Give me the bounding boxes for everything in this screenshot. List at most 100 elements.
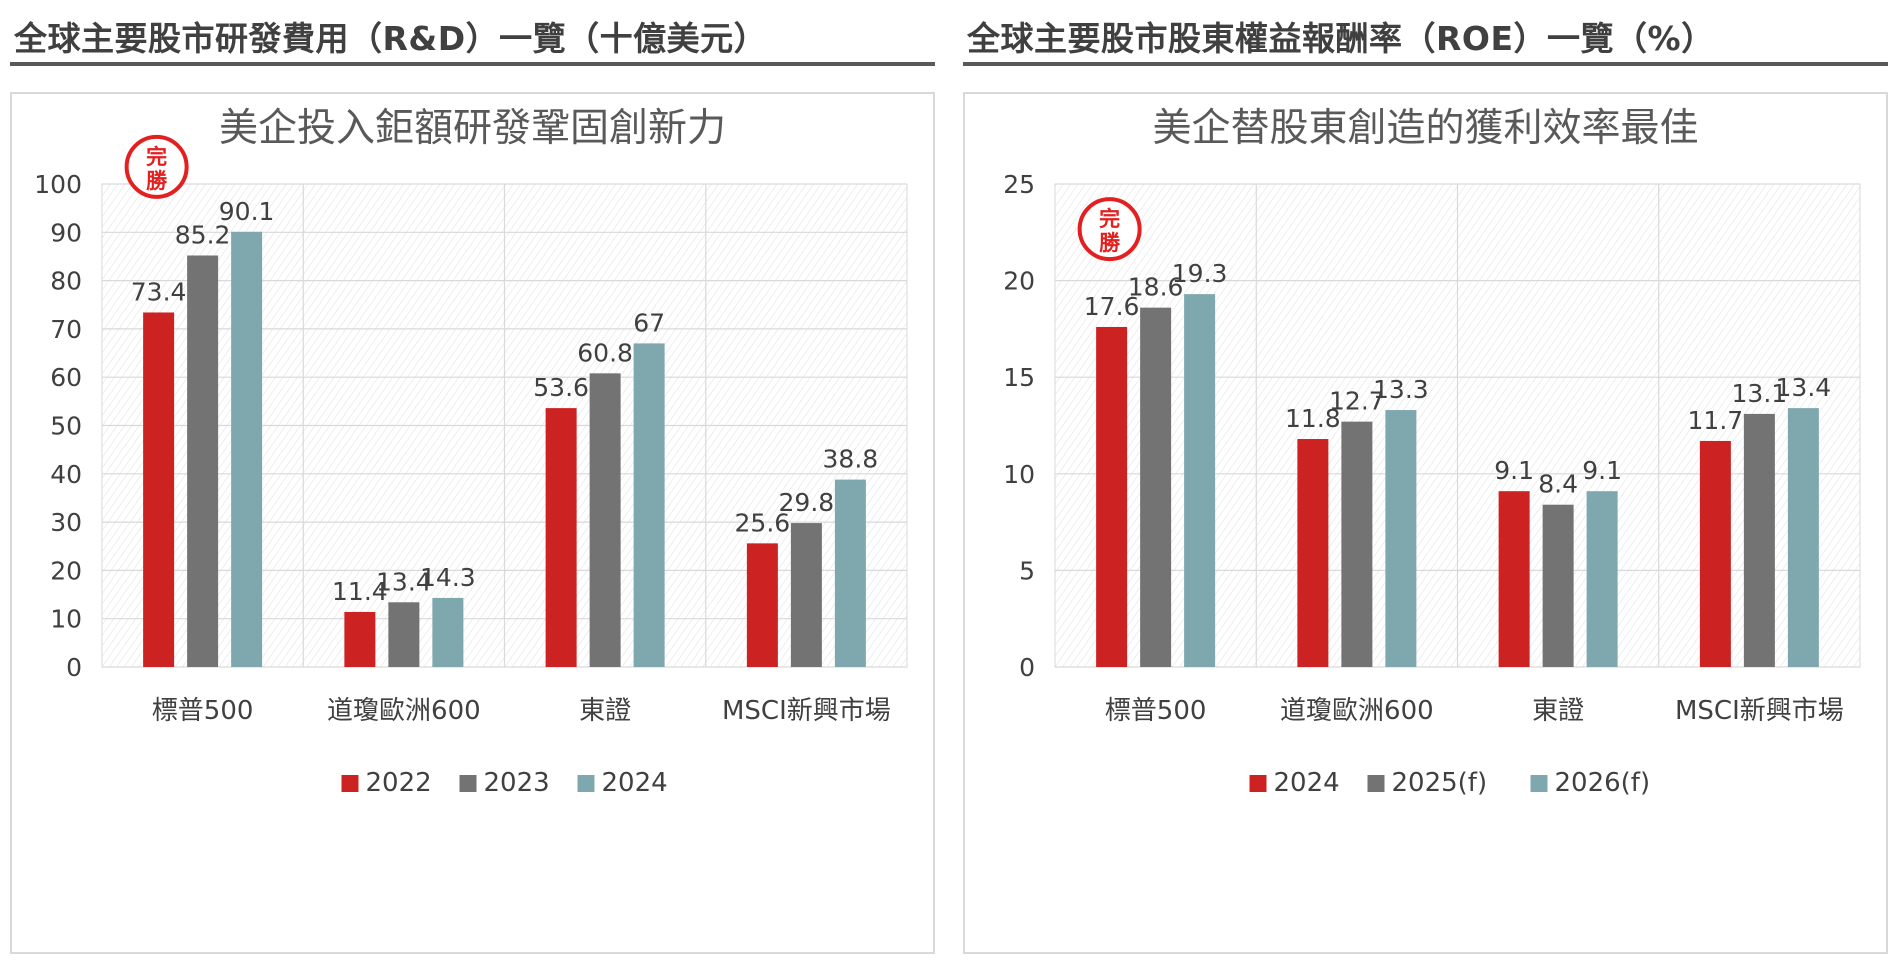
data-label: 18.6 xyxy=(1128,273,1184,302)
right-chart-card: 美企替股東創造的獲利效率最佳 0 5 10 15 20 25 17.6 18.6 19.3 標普50… xyxy=(963,92,1888,954)
data-label: 19.3 xyxy=(1172,259,1228,288)
stamp-seal: 完勝 xyxy=(1077,197,1142,262)
chart-title: 美企投入鉅額研發鞏固創新力 xyxy=(219,106,726,151)
data-label: 8.4 xyxy=(1538,470,1578,499)
bar xyxy=(1297,439,1329,667)
bar xyxy=(1787,408,1819,667)
data-label: 29.8 xyxy=(779,488,835,517)
stamp-char: 完 xyxy=(1099,207,1120,231)
stamp-char: 勝 xyxy=(146,169,168,193)
legend-label: 2023 xyxy=(484,768,550,798)
legend-swatch xyxy=(577,775,595,792)
left-section-header: 全球主要股市研發費用（R&D）一覽（十億美元） xyxy=(10,10,935,66)
y-tick-label: 5 xyxy=(1019,556,1035,585)
stamp-circle xyxy=(124,134,189,199)
legend-label: 2025(f) xyxy=(1392,768,1488,798)
left-section-header-text: 全球主要股市研發費用（R&D）一覽（十億美元） xyxy=(14,19,768,58)
bar xyxy=(545,408,577,667)
bar xyxy=(746,543,778,667)
legend-swatch xyxy=(1367,775,1385,792)
stamp-char: 勝 xyxy=(1099,231,1121,255)
data-label: 11.7 xyxy=(1688,406,1744,435)
y-tick-label: 25 xyxy=(1003,170,1035,199)
y-tick-label: 0 xyxy=(1019,653,1035,682)
bar xyxy=(231,231,263,667)
data-label: 25.6 xyxy=(735,508,791,537)
bar xyxy=(633,343,665,667)
y-tick-label: 20 xyxy=(1003,267,1035,296)
x-tick-label: 東證 xyxy=(579,696,631,726)
bar xyxy=(388,602,420,667)
bar xyxy=(589,373,621,667)
x-tick-label: 標普500 xyxy=(152,696,254,726)
y-tick-label: 20 xyxy=(50,556,82,585)
y-tick-label: 100 xyxy=(34,170,82,199)
bar xyxy=(1498,491,1530,667)
bar xyxy=(344,611,376,667)
bar xyxy=(1586,491,1618,667)
bar xyxy=(834,479,866,667)
y-tick-label: 10 xyxy=(50,605,82,634)
stamp-char: 完 xyxy=(146,145,167,169)
legend-swatch xyxy=(1530,775,1548,792)
data-label: 73.4 xyxy=(131,277,187,306)
bar xyxy=(790,523,822,667)
x-tick-label: MSCI新興市場 xyxy=(1675,696,1844,726)
x-tick-label: 標普500 xyxy=(1105,696,1207,726)
data-label: 11.8 xyxy=(1285,404,1341,433)
bar xyxy=(187,255,219,667)
data-label: 85.2 xyxy=(175,220,231,249)
data-label: 13.4 xyxy=(1776,373,1832,402)
stamp-circle xyxy=(1077,197,1142,262)
data-label: 13.4 xyxy=(376,567,432,596)
bar xyxy=(143,312,175,667)
bar xyxy=(1743,413,1775,667)
data-label: 90.1 xyxy=(219,197,275,226)
bar xyxy=(1542,504,1574,667)
data-label: 12.7 xyxy=(1329,387,1385,416)
legend-swatch xyxy=(1249,775,1267,792)
legend-label: 2026(f) xyxy=(1555,768,1651,798)
y-tick-label: 40 xyxy=(50,460,82,489)
y-tick-label: 70 xyxy=(50,315,82,344)
y-tick-label: 10 xyxy=(1003,460,1035,489)
y-tick-label: 30 xyxy=(50,508,82,537)
bar xyxy=(1385,410,1417,667)
data-label: 13.1 xyxy=(1732,379,1788,408)
data-label: 11.4 xyxy=(332,577,388,606)
data-label: 38.8 xyxy=(823,445,879,474)
legend-swatch xyxy=(459,775,477,792)
data-label: 13.3 xyxy=(1373,375,1429,404)
legend-label: 2022 xyxy=(366,768,432,798)
y-tick-label: 15 xyxy=(1003,363,1035,392)
y-tick-label: 80 xyxy=(50,267,82,296)
x-tick-label: 道瓊歐洲600 xyxy=(327,696,481,726)
stamp-seal: 完勝 xyxy=(124,134,189,199)
y-tick-label: 90 xyxy=(50,218,82,247)
y-tick-label: 60 xyxy=(50,363,82,392)
data-label: 9.1 xyxy=(1582,456,1622,485)
data-label: 60.8 xyxy=(577,338,633,367)
x-tick-label: 道瓊歐洲600 xyxy=(1280,696,1434,726)
bar xyxy=(1341,421,1373,667)
roe-chart: 美企替股東創造的獲利效率最佳 0 5 10 15 20 25 17.618.619.3 標普50… xyxy=(1003,106,1861,798)
data-label: 53.6 xyxy=(533,373,589,402)
right-section-header: 全球主要股市股東權益報酬率（ROE）一覽（%） xyxy=(963,10,1888,66)
bar xyxy=(1096,326,1128,667)
legend-label: 2024 xyxy=(1274,768,1340,798)
data-label: 14.3 xyxy=(420,563,476,592)
y-tick-label: 50 xyxy=(50,412,82,441)
rd-chart: 美企投入鉅額研發鞏固創新力 0 10 20 30 40 50 60 70 80 90 100 73.4 8… xyxy=(34,106,908,798)
bar xyxy=(1699,440,1731,667)
data-label: 17.6 xyxy=(1084,292,1140,321)
bar xyxy=(1184,294,1216,667)
data-label: 67 xyxy=(633,308,665,337)
y-tick-label: 0 xyxy=(66,653,82,682)
chart-title: 美企替股東創造的獲利效率最佳 xyxy=(1152,106,1698,151)
left-chart-card: 美企投入鉅額研發鞏固創新力 0 10 20 30 40 50 60 70 80 90 100 73.4 8… xyxy=(10,92,935,954)
legend-swatch xyxy=(341,775,359,792)
x-tick-label: 東證 xyxy=(1532,696,1584,726)
bar xyxy=(432,597,464,667)
legend-label: 2024 xyxy=(602,768,668,798)
x-tick-label: MSCI新興市場 xyxy=(722,696,891,726)
